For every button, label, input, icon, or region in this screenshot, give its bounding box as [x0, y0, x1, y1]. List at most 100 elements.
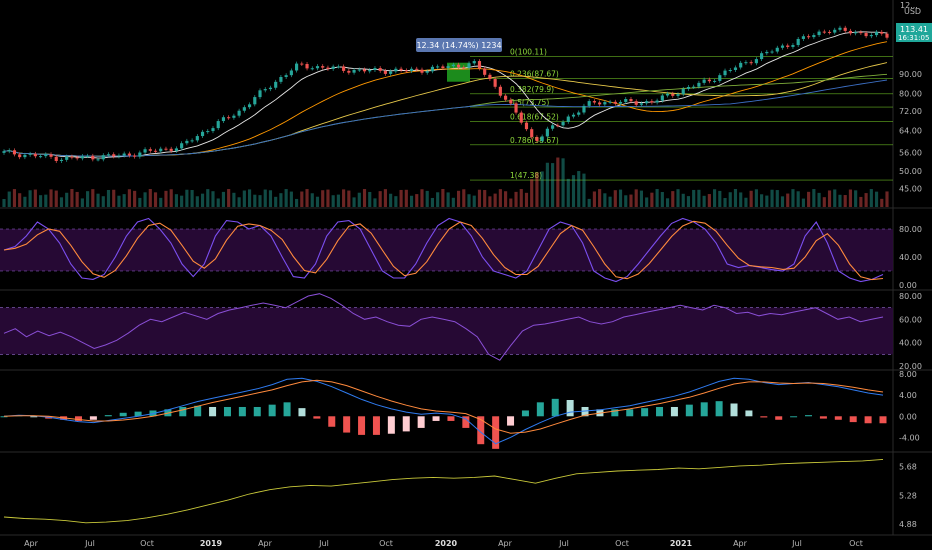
macd-histogram-bar	[432, 416, 440, 421]
volume-bar	[425, 190, 429, 207]
candle-body	[389, 71, 393, 74]
candle-body	[38, 156, 43, 158]
volume-bar	[686, 196, 691, 207]
candle-body	[23, 154, 27, 158]
volume-bar	[127, 189, 131, 207]
volume-bar	[159, 197, 163, 207]
candle-body	[138, 152, 142, 157]
volume-bar	[477, 189, 482, 207]
macd-histogram-bar	[30, 416, 38, 418]
candle-body	[561, 121, 565, 126]
candle-body	[493, 79, 497, 87]
rsi-tick-label: 40.00	[899, 339, 922, 348]
candle-body	[195, 136, 199, 141]
candle-body	[880, 31, 884, 34]
candle-body	[368, 70, 372, 72]
candle-body	[467, 63, 471, 68]
measure-tooltip: 12.34 (14.74%) 1234	[416, 38, 502, 52]
candle-body	[702, 79, 706, 83]
time-axis-label: Apr	[24, 539, 39, 548]
volume-bar	[185, 189, 189, 207]
stochastic-k-line	[3, 217, 884, 283]
macd-histogram-bar	[462, 416, 470, 428]
candle-body	[598, 102, 602, 105]
candle-body	[869, 35, 873, 37]
volume-bar	[493, 193, 497, 207]
fib-level-label: 0(100.11)	[510, 48, 547, 57]
time-axis-label: Jul	[791, 539, 802, 548]
macd-histogram-bar	[372, 416, 380, 435]
candle-body	[874, 31, 879, 36]
macd-histogram-bar	[89, 416, 97, 420]
candle-body	[409, 68, 414, 72]
volume-bar	[200, 193, 205, 207]
rsi-pane[interactable]	[0, 293, 893, 361]
macd-histogram-bar	[656, 406, 664, 417]
time-axis-label: Oct	[615, 539, 629, 548]
time-axis-label: Apr	[258, 539, 273, 548]
volume-bar	[148, 189, 152, 207]
macd-signal-line	[3, 379, 884, 434]
volume-bar	[28, 190, 32, 207]
volume-bar	[483, 190, 487, 207]
volume-bar	[164, 190, 168, 207]
candle-body	[190, 140, 194, 142]
stochastic-tick-label: 80.00	[899, 225, 922, 234]
volume-bar	[237, 197, 241, 207]
volume-bar	[315, 196, 320, 207]
price-tick-label: 45.00	[899, 185, 922, 194]
macd-histogram-bar	[879, 416, 887, 424]
candle-body	[91, 155, 95, 160]
volume-bar	[18, 193, 22, 207]
ratio-tick-label: 5.28	[899, 491, 917, 500]
macd-histogram-bar	[134, 411, 142, 417]
volume-bar	[153, 192, 158, 207]
volume-bar	[368, 191, 372, 207]
ratio-pane[interactable]	[3, 458, 884, 524]
macd-histogram-bar	[805, 415, 813, 417]
candle-body	[143, 149, 147, 153]
candle-body	[357, 69, 361, 71]
candle-body	[728, 70, 732, 72]
candle-body	[263, 89, 267, 91]
candle-body	[780, 45, 785, 48]
candle-body	[582, 105, 586, 113]
macd-histogram-bar	[209, 406, 217, 417]
candle-body	[650, 101, 654, 103]
volume-bar	[263, 189, 267, 207]
candle-body	[242, 107, 246, 111]
volume-bar	[671, 191, 675, 207]
volume-bar	[702, 195, 706, 207]
candle-body	[96, 159, 100, 161]
volume-bar	[462, 189, 466, 207]
macd-histogram-bar	[521, 410, 529, 417]
candle-body	[28, 153, 32, 155]
stochastic-pane[interactable]	[0, 217, 893, 283]
volume-bar	[608, 196, 612, 207]
volume-bar	[347, 190, 351, 207]
macd-histogram-bar	[104, 415, 112, 417]
macd-histogram-bar	[0, 416, 8, 418]
candle-body	[315, 66, 320, 69]
candle-body	[101, 155, 105, 160]
volume-bar	[404, 189, 408, 207]
macd-tick-label: 4.00	[899, 391, 917, 400]
volume-bar	[38, 195, 43, 207]
candle-body	[566, 116, 570, 122]
candle-body	[676, 94, 680, 96]
candle-body	[352, 69, 356, 73]
stochastic-d-line	[3, 220, 884, 281]
volume-bar	[436, 192, 440, 207]
candle-body	[227, 117, 231, 119]
macd-histogram-bar	[685, 404, 693, 417]
macd-pane[interactable]	[0, 377, 887, 449]
price-pane[interactable]: 0(100.11) 0.236(87.67) 0.382(79.9) 0.5(73.7…	[2, 25, 893, 207]
volume-bar	[253, 194, 257, 207]
volume-bar	[718, 190, 722, 207]
candle-body	[707, 79, 711, 82]
candle-body	[420, 69, 424, 73]
volume-bar	[650, 192, 654, 207]
fib-level-label: 1(47.38)	[510, 171, 542, 180]
candle-body	[451, 64, 455, 67]
